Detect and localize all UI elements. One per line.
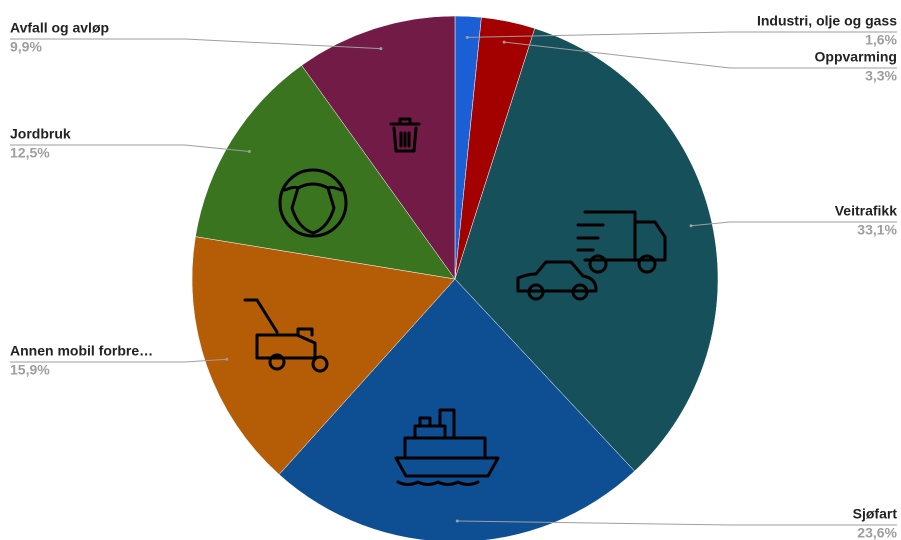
leader-dot	[465, 35, 469, 39]
slice-name: Annen mobil forbre…	[10, 343, 153, 359]
slice-name: Industri, olje og gass	[757, 13, 897, 29]
leader-line	[457, 520, 897, 526]
bull-icon	[278, 168, 348, 238]
leader-line	[10, 144, 250, 152]
pie-slice	[191, 236, 456, 475]
slice-value: 12,5%	[10, 145, 50, 161]
leader-dot	[502, 40, 506, 44]
slice-value: 33,1%	[857, 222, 897, 238]
trash-icon	[389, 117, 421, 153]
slice-value: 1,6%	[865, 32, 897, 48]
slice-name: Jordbruk	[10, 126, 71, 142]
pie-slice	[301, 15, 456, 280]
leader-dot	[455, 519, 459, 523]
slice-value: 9,9%	[10, 39, 42, 55]
leader-dot	[247, 149, 251, 153]
ship-icon	[394, 408, 500, 486]
leader-line	[10, 358, 227, 363]
slice-value: 23,6%	[857, 525, 897, 540]
leader-line	[504, 41, 897, 69]
slice-name: Oppvarming	[815, 49, 897, 65]
leader-dot	[379, 47, 383, 51]
leader-dot	[225, 357, 229, 361]
icons	[243, 117, 667, 486]
slice-name: Veitrafikk	[835, 203, 897, 219]
leader-line	[467, 31, 897, 38]
mower-icon	[243, 298, 329, 373]
pie-slice	[278, 278, 635, 540]
slice-name: Avfall og avløp	[10, 20, 109, 36]
leader-line	[690, 221, 897, 227]
slice-value: 15,9%	[10, 362, 50, 378]
leader-line	[10, 38, 381, 50]
leader-dot	[689, 224, 693, 228]
vehicle-icon	[516, 210, 667, 301]
slice-name: Sjøfart	[853, 506, 898, 522]
slice-value: 3,3%	[865, 68, 897, 84]
